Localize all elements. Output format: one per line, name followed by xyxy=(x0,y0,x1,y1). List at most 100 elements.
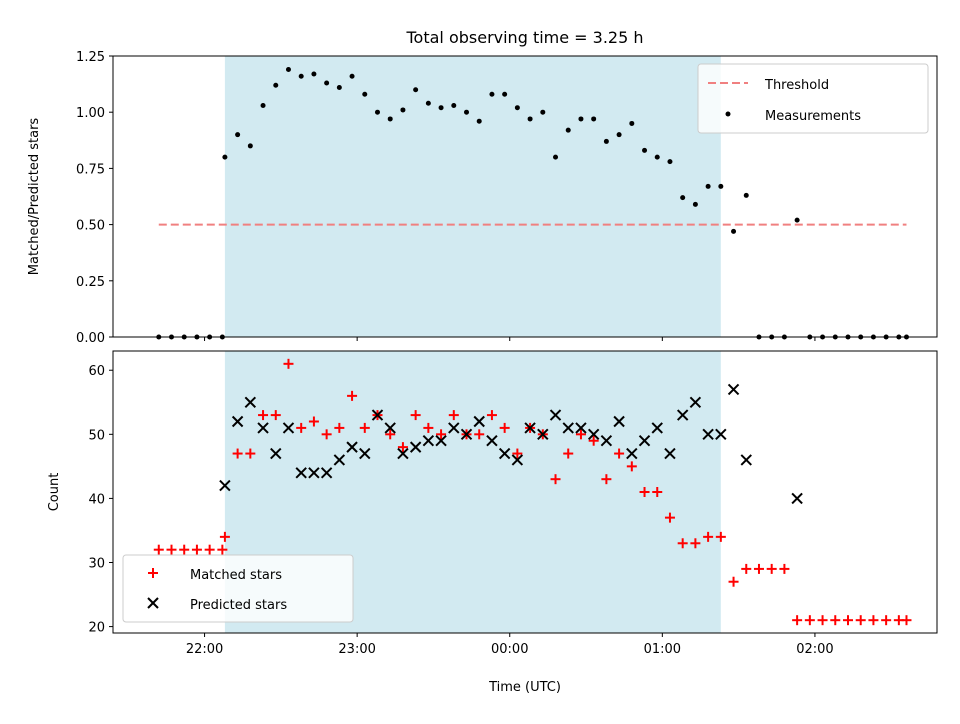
predicted-star-point xyxy=(626,447,638,460)
matched-star-point xyxy=(385,429,396,440)
matched-star-point xyxy=(166,544,177,555)
measurement-point xyxy=(400,107,406,113)
ratio-legend-box xyxy=(697,63,929,134)
matched-star-point xyxy=(792,615,803,626)
matched-star-point xyxy=(499,422,510,433)
predicted-star-point xyxy=(308,467,320,479)
matched-star-point xyxy=(715,531,726,542)
matched-star-point xyxy=(296,422,307,433)
predicted-star-point xyxy=(219,479,231,492)
predicted-star-point xyxy=(409,441,422,453)
matched-star-point xyxy=(817,615,828,626)
y-tick-label: 0.50 xyxy=(76,219,105,234)
predicted-star-point xyxy=(448,422,460,434)
measurements-legend-swatch xyxy=(725,111,731,117)
matched-star-point xyxy=(258,410,269,421)
predicted-star-point xyxy=(524,422,536,434)
ratio-y-axis-label: Matched/Predicted stars xyxy=(27,118,42,276)
predicted-star-point xyxy=(740,454,752,466)
ratio-legend: Threshold Measurements xyxy=(697,63,929,134)
measurement-point xyxy=(578,116,584,122)
matched-star-point xyxy=(474,429,485,440)
matched-star-point xyxy=(321,429,332,440)
measurements-legend-label: Measurements xyxy=(765,109,861,124)
predicted-star-point xyxy=(257,422,269,434)
matched-star-point xyxy=(804,615,815,626)
measurement-point xyxy=(565,127,571,133)
predicted-star-point xyxy=(511,454,524,466)
measurement-point xyxy=(247,143,253,149)
predicted-star-point xyxy=(359,447,371,460)
measurement-point xyxy=(731,228,737,234)
measurement-point xyxy=(502,91,508,97)
predicted-star-point xyxy=(613,415,625,428)
ratio-panel: 0.00 0.25 0.50 0.75 1.00 1.25 Total observing… xyxy=(27,28,938,346)
predicted-star-point xyxy=(244,396,257,408)
y-tick-label: 50 xyxy=(88,428,105,443)
matched-star-point xyxy=(270,410,281,421)
predicted-star-point xyxy=(320,467,333,479)
measurement-point xyxy=(476,118,482,124)
predicted-star-point xyxy=(651,422,663,434)
measurement-point xyxy=(260,102,266,108)
matched-star-point xyxy=(703,531,714,542)
matched-star-point xyxy=(664,512,675,523)
measurement-point xyxy=(413,87,419,93)
matched-star-point xyxy=(652,487,663,497)
predicted-star-point xyxy=(676,409,689,421)
measurement-point xyxy=(273,82,279,88)
matched-star-point xyxy=(868,615,879,626)
matched-star-point xyxy=(191,544,202,555)
measurement-point xyxy=(387,116,393,122)
count-panel-frame xyxy=(112,350,938,634)
x-tick-label: 02:00 xyxy=(796,642,833,657)
y-tick-label: 1.00 xyxy=(76,106,105,121)
y-tick-label: 0.25 xyxy=(76,275,105,290)
predicted-stars-series xyxy=(219,383,803,505)
predicted-star-point xyxy=(689,396,702,408)
predicted-star-point xyxy=(346,441,358,453)
predicted-star-point xyxy=(384,422,396,434)
matched-star-point xyxy=(397,442,408,453)
predicted-star-point xyxy=(537,428,549,441)
measurement-point xyxy=(603,138,609,144)
predicted-star-point xyxy=(575,422,587,434)
matched-star-point xyxy=(359,422,370,433)
matched-star-point xyxy=(204,544,215,555)
matched-star-point xyxy=(842,615,853,626)
measurement-point xyxy=(489,91,495,97)
matched-star-point xyxy=(283,358,294,369)
y-tick-label: 20 xyxy=(88,621,105,636)
measurement-point xyxy=(311,71,317,77)
predicted-star-point xyxy=(282,422,295,434)
measurement-point xyxy=(743,192,749,198)
measurement-point xyxy=(629,120,635,126)
y-tick-label: 40 xyxy=(88,492,105,507)
matched-star-point xyxy=(766,563,777,574)
predicted-star-point xyxy=(791,492,803,505)
matched-star-point xyxy=(448,410,459,421)
measurement-point xyxy=(553,154,559,160)
matched-star-point xyxy=(410,410,421,421)
y-tick-label: 1.25 xyxy=(76,50,105,65)
matched-star-point xyxy=(217,544,228,555)
measurement-point xyxy=(298,73,304,79)
predicted-star-point xyxy=(664,447,676,460)
predicted-star-point xyxy=(702,428,714,441)
measurement-point xyxy=(362,91,368,97)
threshold-legend-label: Threshold xyxy=(764,78,829,93)
matched-stars-legend-marker xyxy=(148,568,158,578)
measurement-point xyxy=(718,183,724,189)
predicted-stars-legend-label: Predicted stars xyxy=(190,598,287,613)
matched-star-point xyxy=(779,563,790,574)
predicted-star-point xyxy=(486,435,498,447)
count-panel: 22:00 23:00 00:00 01:00 02:00 20 30 40 50 60 Tim… xyxy=(47,350,938,695)
chart-title: Total observing time = 3.25 h xyxy=(405,28,643,47)
predicted-stars-legend-marker xyxy=(147,597,159,609)
predicted-star-point xyxy=(333,454,346,466)
matched-star-point xyxy=(334,422,345,433)
y-tick-label: 30 xyxy=(88,557,105,572)
matched-star-point xyxy=(741,563,752,574)
matched-stars-series xyxy=(153,358,912,626)
